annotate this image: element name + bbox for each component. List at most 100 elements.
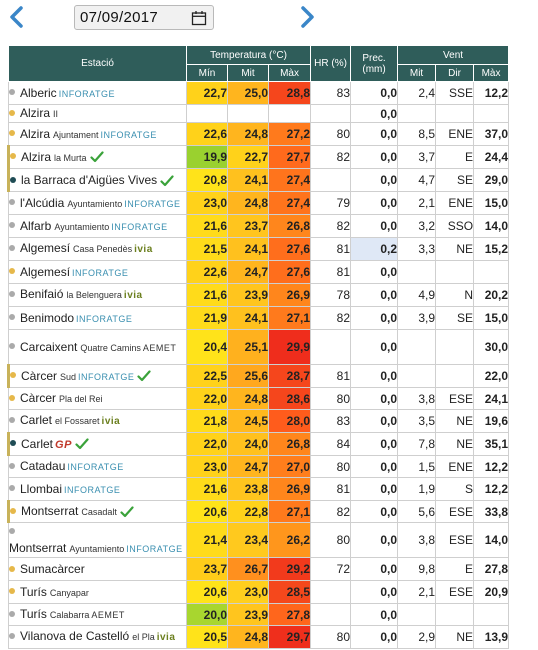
station-cell[interactable]: Catadau INFORATGE (8, 455, 187, 478)
calendar-icon[interactable] (191, 10, 207, 26)
temp-max-cell: 27,6 (267, 237, 312, 261)
station-name: Carlet (21, 436, 54, 451)
table-row[interactable]: Alzira Ajuntament INFORATGE 22,6 24,8 27,2 80 0… (8, 122, 510, 146)
table-row[interactable]: Carlet el Fossaret ivia 21,8 24,5 28,0 83 0,0 3,… (8, 409, 510, 433)
station-cell[interactable]: Llombai INFORATGE (8, 477, 187, 501)
station-name: Carlet (20, 413, 53, 427)
temp-min-cell: 23,0 (186, 455, 228, 478)
table-row[interactable]: Alberic INFORATGE 22,7 25,0 28,8 83 0,0 2,4 SSE 1… (8, 81, 510, 105)
station-cell[interactable]: Vilanova de Castelló el Pla ivia (8, 625, 187, 649)
header-wind-dir[interactable]: Dir (435, 64, 475, 82)
table-row[interactable]: Carcaixent Quatre Camins AEMET 20,4 25,1 29,9… (8, 329, 510, 365)
table-row[interactable]: Sumacàrcer 23,7 26,7 29,2 72 0,0 9,8 E 27,8 (8, 557, 510, 581)
station-cell[interactable]: Montserrat Ayuntamiento INFORATGE (8, 522, 187, 558)
station-cell[interactable]: Carlet el Fossaret ivia (8, 409, 187, 433)
table-row[interactable]: Algemesí INFORATGE 22,6 24,7 27,6 81 0,0 (8, 260, 510, 284)
table-row[interactable]: Turís Canyapar 20,6 23,0 28,5 0,0 2,1 ESE 20,9 (8, 580, 510, 604)
temp-min-cell: 23,0 (186, 191, 228, 215)
station-name: Turís (20, 607, 47, 621)
table-row[interactable]: Benifaió la Belenguera ivia 21,6 23,9 26,9 78 0… (8, 283, 510, 307)
temp-mit-cell: 23,8 (227, 477, 269, 501)
table-row[interactable]: Alzira II 0,0 (8, 104, 510, 123)
header-temperature: Temperatura (°C) (185, 45, 312, 65)
temp-mit-cell: 23,7 (227, 214, 269, 238)
station-cell[interactable]: l'Alcúdia Ayuntamiento INFORATGE (8, 191, 187, 215)
date-input[interactable]: 07/09/2017 (74, 5, 214, 30)
station-location: Casa Penedès (73, 244, 133, 254)
precipitation-cell: 0,0 (350, 387, 399, 410)
table-row[interactable]: Alzira la Murta 19,9 22,7 27,7 82 0,0 3,7 E 24,4 (7, 145, 510, 169)
wind-mit-cell: 3,8 (397, 387, 437, 410)
table-row[interactable]: Carlet GP 22,0 24,0 26,8 84 0,0 7,8 NE 35,1 (7, 432, 510, 456)
table-row[interactable]: Càrcer Sud INFORATGE 22,5 25,6 28,7 81 0,0 22,0 (7, 364, 510, 388)
station-cell[interactable]: Sumacàrcer (8, 557, 187, 581)
station-name: Algemesí (20, 241, 71, 255)
header-precipitation[interactable]: Prec. (mm) (350, 45, 399, 82)
header-temp-mit[interactable]: Mit (227, 64, 269, 82)
temp-min-cell: 21,9 (186, 306, 228, 330)
station-cell[interactable]: Algemesí INFORATGE (8, 260, 187, 284)
station-cell[interactable]: Benimodo INFORATGE (8, 306, 187, 330)
table-row[interactable]: Turís Calabarra AEMET 20,0 23,9 27,8 0,0 (8, 603, 510, 626)
station-cell[interactable]: Alzira la Murta (7, 145, 187, 169)
header-temp-max[interactable]: Màx (267, 64, 312, 82)
station-cell[interactable]: Turís Calabarra AEMET (8, 603, 187, 626)
check-icon (120, 506, 134, 517)
data-source-logo: INFORATGE (72, 267, 129, 278)
humidity-cell: 81 (310, 364, 352, 388)
table-row[interactable]: Algemesí Casa Penedès ivia 21,5 24,1 27,6 81 0,… (8, 237, 510, 261)
table-row[interactable]: Benimodo INFORATGE 21,9 24,1 27,1 82 0,0 3,9 SE 1… (8, 306, 510, 330)
header-temp-min[interactable]: Mín (186, 64, 228, 82)
station-cell[interactable]: Benifaió la Belenguera ivia (8, 283, 187, 307)
station-cell[interactable]: Carlet GP (7, 432, 187, 456)
station-cell[interactable]: Alzira II (8, 104, 187, 123)
wind-mit-cell: 7,8 (397, 432, 437, 456)
station-cell[interactable]: Montserrat Casadalt (7, 500, 187, 523)
header-humidity[interactable]: HR (%) (310, 45, 352, 82)
wind-dir-cell: S (435, 477, 475, 501)
station-cell[interactable]: Càrcer Pla del Rei (8, 387, 187, 410)
wind-dir-cell: NE (435, 625, 475, 649)
header-station[interactable]: Estació (8, 45, 187, 82)
table-row[interactable]: Llombai INFORATGE 21,6 23,8 26,9 81 0,0 1,9 S 12,… (8, 477, 510, 501)
station-cell[interactable]: Alzira Ajuntament INFORATGE (8, 122, 187, 146)
data-source-logo: INFORATGE (124, 198, 181, 209)
check-icon (160, 175, 174, 186)
table-row[interactable]: Alfarb Ayuntamiento INFORATGE 21,6 23,7 26,8 8… (8, 214, 510, 238)
station-cell[interactable]: Algemesí Casa Penedès ivia (8, 237, 187, 261)
precipitation-cell: 0,0 (350, 522, 399, 558)
next-day-button[interactable] (296, 4, 320, 30)
wind-mit-cell: 4,7 (397, 168, 437, 192)
table-row[interactable]: Catadau INFORATGE 23,0 24,7 27,0 80 0,0 1,5 ENE 1… (8, 455, 510, 478)
station-location: Casadalt (81, 507, 117, 517)
station-cell[interactable]: Turís Canyapar (8, 580, 187, 604)
wind-dir-cell: ESE (435, 500, 475, 523)
station-cell[interactable]: Carcaixent Quatre Camins AEMET (8, 329, 187, 365)
header-wind-max[interactable]: Màx (473, 64, 510, 82)
wind-dir-cell: NE (435, 409, 475, 433)
station-status-icon (9, 632, 15, 639)
chevron-left-icon (10, 6, 23, 28)
temp-mit-cell: 24,0 (227, 432, 269, 456)
station-cell[interactable]: Alberic INFORATGE (8, 81, 187, 105)
station-status-icon (9, 290, 15, 297)
station-cell[interactable]: la Barraca d'Aigües Vives (7, 168, 187, 192)
table-row[interactable]: la Barraca d'Aigües Vives 20,8 24,1 27,4 0,0… (7, 168, 510, 192)
humidity-cell: 79 (310, 191, 352, 215)
table-row[interactable]: Càrcer Pla del Rei 22,0 24,8 28,6 80 0,0 3,8 ESE… (8, 387, 510, 410)
wind-max-cell: 15,0 (473, 191, 510, 215)
table-row[interactable]: Montserrat Casadalt 20,6 22,8 27,1 82 0,0 5,6 ES… (7, 500, 510, 523)
temp-min-cell: 20,8 (186, 168, 228, 192)
precipitation-cell: 0,2 (350, 237, 399, 261)
station-cell[interactable]: Càrcer Sud INFORATGE (7, 364, 187, 388)
table-row[interactable]: Montserrat Ayuntamiento INFORATGE 21,4 23,4 2… (8, 522, 510, 558)
station-cell[interactable]: Alfarb Ayuntamiento INFORATGE (8, 214, 187, 238)
temp-max-cell: 27,7 (267, 145, 312, 169)
wind-max-cell (473, 104, 510, 123)
station-status-icon (9, 268, 15, 275)
header-wind-mit[interactable]: Mit (397, 64, 437, 82)
table-row[interactable]: l'Alcúdia Ayuntamiento INFORATGE 23,0 24,8 27… (8, 191, 510, 215)
temp-min-cell: 20,0 (186, 603, 228, 626)
previous-day-button[interactable] (4, 4, 28, 30)
table-row[interactable]: Vilanova de Castelló el Pla ivia 20,5 24,8 29… (8, 625, 510, 649)
